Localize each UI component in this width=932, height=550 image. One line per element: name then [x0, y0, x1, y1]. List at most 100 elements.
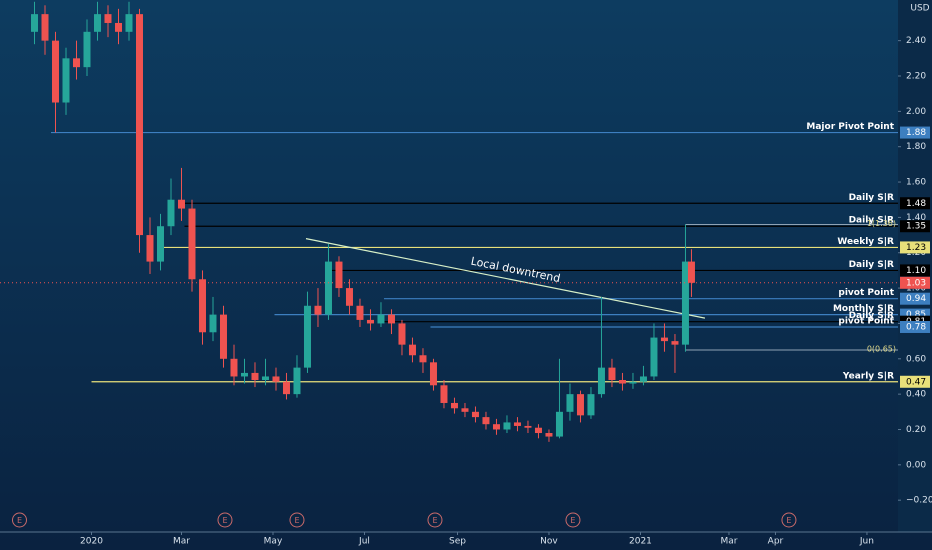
candle-body [440, 385, 448, 403]
x-tick-label: Nov [540, 537, 558, 547]
candle-body [408, 344, 416, 356]
candle-body [398, 323, 406, 345]
level-price-box [900, 320, 930, 333]
x-tick-label: Jun [859, 537, 874, 547]
level-label: Daily S|R [849, 193, 894, 203]
earnings-label: E [786, 516, 791, 525]
level-price: 1.88 [906, 128, 926, 138]
candle-body [639, 376, 647, 382]
candle-body [93, 14, 101, 32]
candle-body [545, 433, 553, 437]
candle-body [324, 261, 332, 315]
candle-body [503, 422, 511, 430]
candle-body [282, 381, 290, 395]
candle-body [608, 367, 616, 380]
x-tick-label: 2021 [629, 537, 652, 547]
level-price: 1.10 [906, 266, 926, 276]
earnings-label: E [17, 516, 22, 525]
level-price: 1.23 [906, 243, 926, 253]
level-price: 0.78 [906, 322, 926, 332]
last-price-box [900, 276, 930, 289]
candle-body [356, 305, 364, 320]
candle-body [72, 58, 80, 68]
candle-body [167, 199, 175, 227]
candle-body [135, 14, 143, 236]
x-tick-label: Mar [720, 537, 737, 547]
candle-body [671, 341, 679, 345]
x-tick-label: Jul [358, 537, 370, 547]
candle-body [62, 58, 70, 103]
candle-body [219, 314, 227, 359]
level-price: 1.35 [906, 222, 926, 232]
candle-body [177, 199, 185, 209]
candle-body [240, 372, 248, 377]
x-tick-label: Sep [449, 537, 466, 547]
earnings-label: E [222, 516, 227, 525]
candle-body [650, 337, 658, 377]
earnings-label: E [570, 516, 575, 525]
y-tick-label: 1.80 [906, 142, 926, 152]
earnings-marker [565, 512, 581, 528]
candle-body [261, 376, 269, 380]
earnings-marker [289, 512, 305, 528]
candle-body [681, 261, 689, 345]
candle-body [114, 22, 122, 32]
level-label: Daily S|R [849, 260, 894, 270]
level-label: Monthly S|R [833, 304, 894, 314]
trendline [305, 238, 706, 319]
candle-body [335, 261, 343, 289]
candle-body [471, 411, 479, 418]
candle-body [272, 376, 280, 382]
level-label: pivot Point [838, 316, 894, 326]
candle-body [198, 279, 206, 333]
level-price-box [900, 241, 930, 254]
candle-body [576, 394, 584, 416]
candle-body [293, 367, 301, 395]
y-tick-label: 0.00 [906, 460, 926, 470]
candle-body [429, 362, 437, 386]
candle-body [303, 305, 311, 368]
earnings-label: E [432, 516, 437, 525]
currency: USD [910, 4, 929, 14]
y-tick-label: 2.40 [906, 36, 926, 46]
y-tick-label: 2.20 [906, 72, 926, 82]
earnings-marker [781, 512, 797, 528]
candle-body [387, 314, 395, 324]
candle-body [597, 367, 605, 395]
x-tick-label: May [264, 537, 283, 547]
candle-body [83, 31, 91, 68]
candle-body [450, 402, 458, 409]
candle-body [188, 208, 196, 280]
level-price-box [900, 264, 930, 277]
y-tick-label: 1.60 [906, 178, 926, 188]
level-price: 0.85 [906, 310, 926, 320]
candle-body [156, 226, 164, 262]
level-price-box [900, 292, 930, 305]
candle-body [146, 235, 154, 262]
x-tick-label: Apr [768, 537, 784, 547]
earnings-marker [11, 512, 27, 528]
fib-label: 1(1.36) [867, 219, 896, 228]
candle-body [555, 411, 563, 437]
candle-body [534, 427, 542, 434]
candle-body [230, 358, 238, 377]
y-tick-label: 0.60 [906, 354, 926, 364]
candle-body [482, 417, 490, 425]
candle-body [513, 422, 521, 426]
level-price-box [900, 197, 930, 210]
earnings-marker [217, 512, 233, 528]
level-label: Daily S|R [849, 311, 894, 321]
x-tick-label: Mar [173, 537, 190, 547]
candle-body [660, 337, 668, 342]
candle-body [629, 381, 637, 384]
level-label: pivot Point [838, 288, 894, 298]
level-price-box [900, 126, 930, 139]
candle-body [251, 372, 259, 380]
candle-body [618, 380, 626, 384]
level-label: Daily S|R [849, 216, 894, 226]
y-tick-label: 1.40 [906, 213, 926, 223]
candle-body [566, 394, 574, 412]
candle-body [366, 319, 374, 324]
candle-body [51, 40, 59, 103]
level-price: 0.47 [906, 377, 926, 387]
